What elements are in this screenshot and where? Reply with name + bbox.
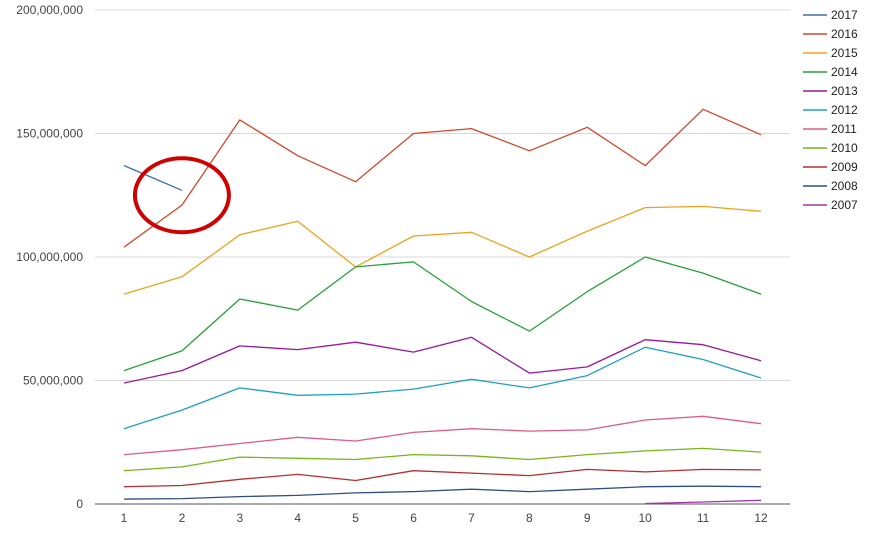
x-tick-label: 8 — [526, 511, 533, 525]
legend-label: 2011 — [831, 122, 857, 136]
legend-item-2013: 2013 — [803, 84, 858, 98]
x-tick-label: 6 — [410, 511, 417, 525]
legend-item-2008: 2008 — [803, 179, 858, 193]
legend-item-2017: 2017 — [803, 8, 858, 22]
y-tick-label: 200,000,000 — [16, 3, 83, 17]
x-tick-label: 2 — [179, 511, 186, 525]
series-line-2011 — [123, 415, 762, 456]
highlight-ellipse — [132, 156, 231, 235]
series-line-2009 — [123, 468, 762, 488]
x-tick-label: 1 — [121, 511, 128, 525]
legend-item-2007: 2007 — [803, 198, 858, 212]
x-tick-label: 11 — [697, 511, 710, 525]
legend-label: 2015 — [831, 46, 858, 60]
legend-label: 2016 — [831, 27, 858, 41]
legend-label: 2014 — [831, 65, 858, 79]
legend-label: 2012 — [831, 103, 858, 117]
axes: 0 50,000,000 100,000,000 150,000,000 200,000… — [16, 3, 768, 525]
series-lines — [123, 108, 762, 505]
legend: 2017 2016 2015 2014 2013 2012 2011 2010 2009 2008… — [803, 8, 858, 212]
series-line-2008 — [123, 485, 762, 500]
series-line-2014 — [123, 256, 762, 372]
legend-item-2016: 2016 — [803, 27, 858, 41]
series-line-2016 — [123, 108, 762, 248]
legend-item-2010: 2010 — [803, 141, 858, 155]
x-tick-label: 3 — [236, 511, 243, 525]
legend-label: 2013 — [831, 84, 858, 98]
y-tick-label: 0 — [76, 497, 83, 511]
legend-label: 2009 — [831, 160, 858, 174]
y-tick-label: 50,000,000 — [23, 374, 83, 388]
x-tick-label: 9 — [584, 511, 591, 525]
gridlines — [95, 9, 790, 505]
legend-item-2014: 2014 — [803, 65, 858, 79]
x-tick-label: 10 — [639, 511, 653, 525]
legend-label: 2007 — [831, 198, 858, 212]
legend-item-2015: 2015 — [803, 46, 858, 60]
legend-item-2009: 2009 — [803, 160, 858, 174]
legend-label: 2017 — [831, 8, 858, 22]
series-line-2007 — [645, 499, 762, 505]
x-tick-label: 5 — [352, 511, 359, 525]
legend-item-2011: 2011 — [803, 122, 857, 136]
series-line-2015 — [123, 205, 762, 295]
series-line-2013 — [123, 336, 762, 384]
x-tick-label: 4 — [294, 511, 301, 525]
series-line-2017 — [123, 165, 183, 191]
y-tick-label: 100,000,000 — [16, 250, 83, 264]
legend-label: 2008 — [831, 179, 858, 193]
series-line-2012 — [123, 346, 762, 430]
x-tick-label: 12 — [754, 511, 768, 525]
legend-item-2012: 2012 — [803, 103, 858, 117]
series-line-2010 — [123, 447, 762, 472]
y-tick-label: 150,000,000 — [16, 127, 83, 141]
legend-label: 2010 — [831, 141, 858, 155]
x-tick-label: 7 — [468, 511, 475, 525]
annotations — [132, 156, 231, 235]
